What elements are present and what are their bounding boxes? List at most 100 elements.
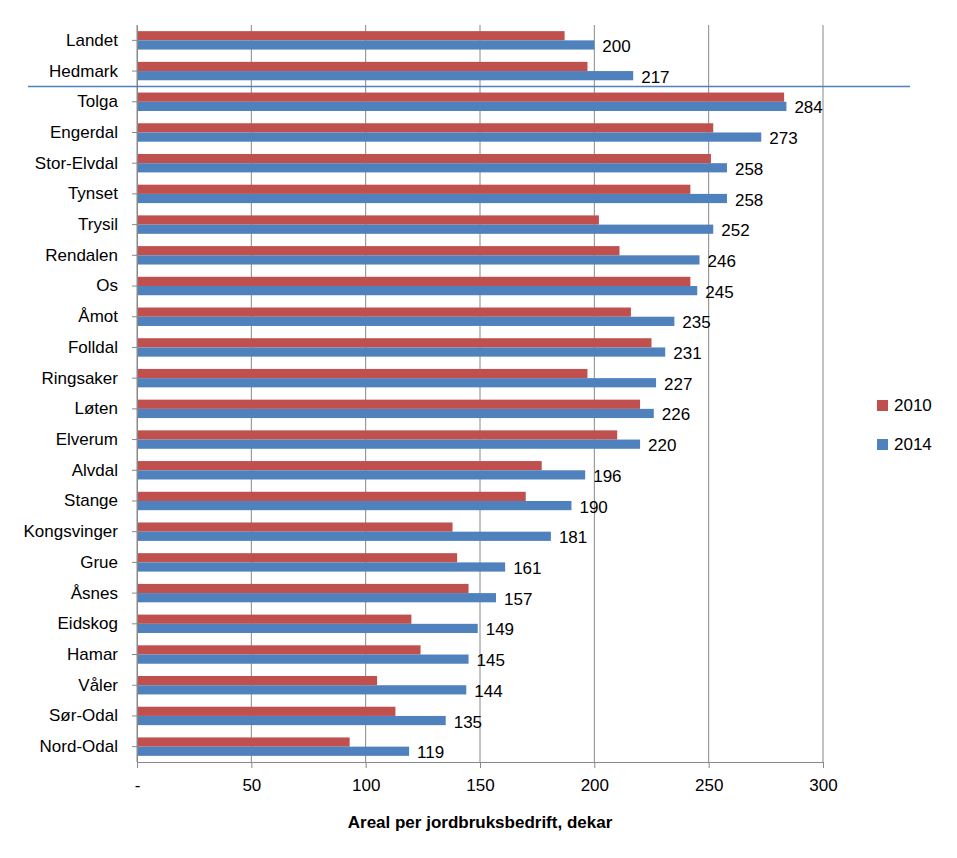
category-tick: Stor-Elvdal xyxy=(35,154,137,173)
tick: 250 xyxy=(695,762,723,795)
legend-swatch xyxy=(877,400,888,411)
tick-mark xyxy=(709,762,710,768)
category-tick: Hamar xyxy=(67,645,137,664)
tick-label: 250 xyxy=(695,776,723,795)
tick-mark xyxy=(132,531,137,532)
bar xyxy=(137,154,711,163)
bar xyxy=(137,747,409,756)
tick: 50 xyxy=(242,762,261,795)
tick: 150 xyxy=(466,762,494,795)
bar xyxy=(137,400,640,409)
tick-mark xyxy=(132,286,137,287)
tick-label: Rendalen xyxy=(45,246,118,265)
tick-label: Stor-Elvdal xyxy=(35,154,118,173)
category-tick: Åsnes xyxy=(71,584,137,603)
tick: - xyxy=(135,762,141,795)
tick-label: Os xyxy=(96,276,118,295)
data-label: 119 xyxy=(417,743,444,762)
tick-mark xyxy=(132,746,137,747)
category-tick: Kongsvinger xyxy=(23,522,137,541)
separator xyxy=(28,86,910,88)
tick-mark xyxy=(823,762,824,768)
grid-line xyxy=(823,25,824,762)
tick-mark xyxy=(137,762,138,768)
bar xyxy=(137,71,633,80)
category-tick: Trysil xyxy=(78,215,137,234)
x-axis: -50100150200250300 xyxy=(135,762,838,795)
category-tick: Hedmark xyxy=(49,62,137,81)
data-label: 190 xyxy=(579,498,607,517)
tick-mark xyxy=(132,500,137,501)
legend-swatch xyxy=(877,439,888,450)
data-label: 252 xyxy=(721,221,749,240)
bar xyxy=(137,584,469,593)
axis-title: Areal per jordbruksbedrift, dekar xyxy=(348,813,613,832)
tick-label: 300 xyxy=(809,776,837,795)
tick-label: 50 xyxy=(242,776,261,795)
bar xyxy=(137,430,617,439)
tick-label: Hedmark xyxy=(49,62,118,81)
bar xyxy=(137,676,377,685)
category-tick: Nord-Odal xyxy=(40,737,137,756)
legend-label: 2010 xyxy=(894,396,932,415)
category-tick: Ringsaker xyxy=(41,369,137,388)
tick-mark xyxy=(480,762,481,768)
y-axis: LandetHedmarkTolgaEngerdalStor-ElvdalTyn… xyxy=(23,26,137,763)
tick-mark xyxy=(132,470,137,471)
bar xyxy=(137,255,700,264)
category-tick: Os xyxy=(96,276,137,295)
tick: 300 xyxy=(809,762,837,795)
tick-label: Åmot xyxy=(78,307,118,326)
tick-mark xyxy=(132,439,137,440)
category-tick: Tynset xyxy=(68,184,137,203)
bar xyxy=(137,163,727,172)
bar xyxy=(137,93,784,102)
bar xyxy=(137,593,496,602)
bar xyxy=(137,737,350,746)
bar xyxy=(137,31,565,40)
grid xyxy=(137,25,823,762)
tick-mark xyxy=(132,378,137,379)
bar xyxy=(137,102,786,111)
bar xyxy=(137,440,640,449)
tick-mark xyxy=(594,762,595,768)
tick-label: 150 xyxy=(466,776,494,795)
category-tick: Folldal xyxy=(68,338,137,357)
tick-label: Sør-Odal xyxy=(49,706,118,725)
bar xyxy=(137,347,665,356)
tick-label: Tynset xyxy=(68,184,118,203)
data-labels: 2002172842732582582522462452352312272262… xyxy=(417,37,823,762)
tick-label: Folldal xyxy=(68,338,118,357)
bar xyxy=(137,532,551,541)
tick-mark xyxy=(132,408,137,409)
tick-mark xyxy=(132,316,137,317)
data-label: 284 xyxy=(794,98,822,117)
tick-mark xyxy=(132,132,137,133)
data-label: 258 xyxy=(735,160,763,179)
tick-label: Tolga xyxy=(77,92,118,111)
data-label: 196 xyxy=(593,467,621,486)
bar xyxy=(137,645,421,654)
bar xyxy=(137,553,457,562)
legend-label: 2014 xyxy=(894,435,932,454)
bar xyxy=(137,215,599,224)
data-label: 220 xyxy=(648,436,676,455)
bar xyxy=(137,308,631,317)
tick-mark xyxy=(366,762,367,768)
category-tick: Engerdal xyxy=(50,123,137,142)
tick-mark xyxy=(132,40,137,41)
bar xyxy=(137,369,587,378)
data-label: 135 xyxy=(454,713,482,732)
data-label: 157 xyxy=(504,590,532,609)
category-tick: Sør-Odal xyxy=(49,706,137,725)
tick-label: Ringsaker xyxy=(41,369,118,388)
tick-label: Elverum xyxy=(56,430,118,449)
category-tick: Alvdal xyxy=(72,461,137,480)
bar xyxy=(137,470,585,479)
tick-mark xyxy=(132,224,137,225)
bar xyxy=(137,409,654,418)
data-label: 144 xyxy=(474,682,502,701)
data-label: 145 xyxy=(477,651,505,670)
bar xyxy=(137,716,446,725)
category-tick: Elverum xyxy=(56,430,137,449)
